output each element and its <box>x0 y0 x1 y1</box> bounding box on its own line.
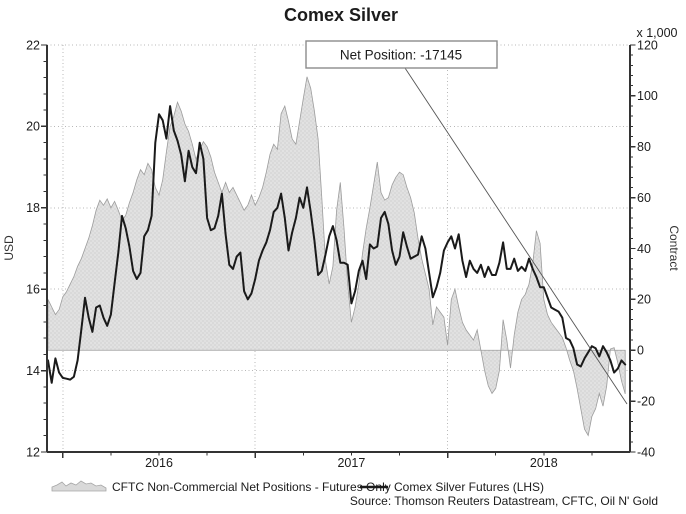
gridlines <box>47 44 630 452</box>
annotation-text: Net Position: -17145 <box>340 48 462 63</box>
right-tick-label: 60 <box>637 191 651 205</box>
chart-title: Comex Silver <box>284 5 398 25</box>
year-label: 2016 <box>145 456 173 470</box>
right-tick-label: 20 <box>637 293 651 307</box>
data-series <box>47 76 627 437</box>
right-tick-label: -20 <box>637 394 655 408</box>
year-label: 2018 <box>530 456 558 470</box>
right-axis-label: Contract <box>667 225 681 271</box>
left-axis-label: USD <box>2 235 16 261</box>
left-tick-label: 16 <box>26 283 40 297</box>
right-axis-unit: x 1,000 <box>636 26 677 40</box>
left-tick-label: 20 <box>26 120 40 134</box>
area-legend-swatch <box>51 480 107 492</box>
right-tick-label: 100 <box>637 89 658 103</box>
right-tick-label: -40 <box>637 445 655 459</box>
annotation-leader-line <box>404 67 628 405</box>
left-tick-label: 22 <box>26 38 40 52</box>
year-label: 2017 <box>337 456 365 470</box>
right-tick-label: 120 <box>637 38 658 52</box>
right-tick-label: 0 <box>637 344 644 358</box>
right-tick-label: 80 <box>637 140 651 154</box>
net-positions-area <box>47 76 626 437</box>
legend: CFTC Non-Commercial Net Positions - Futu… <box>51 480 544 494</box>
area-legend-label: CFTC Non-Commercial Net Positions - Futu… <box>112 480 391 494</box>
left-tick-label: 12 <box>26 445 40 459</box>
annotation-box <box>305 40 498 69</box>
axes <box>41 44 636 458</box>
line-legend-label: Comex Silver Futures (LHS) <box>394 480 544 494</box>
left-tick-label: 14 <box>26 364 40 378</box>
source-text: Source: Thomson Reuters Datastream, CFTC… <box>350 494 658 508</box>
left-tick-label: 18 <box>26 201 40 215</box>
right-tick-label: 40 <box>637 242 651 256</box>
silver-line <box>47 105 627 384</box>
net-position-annotation: Net Position: -17145 <box>305 40 628 405</box>
